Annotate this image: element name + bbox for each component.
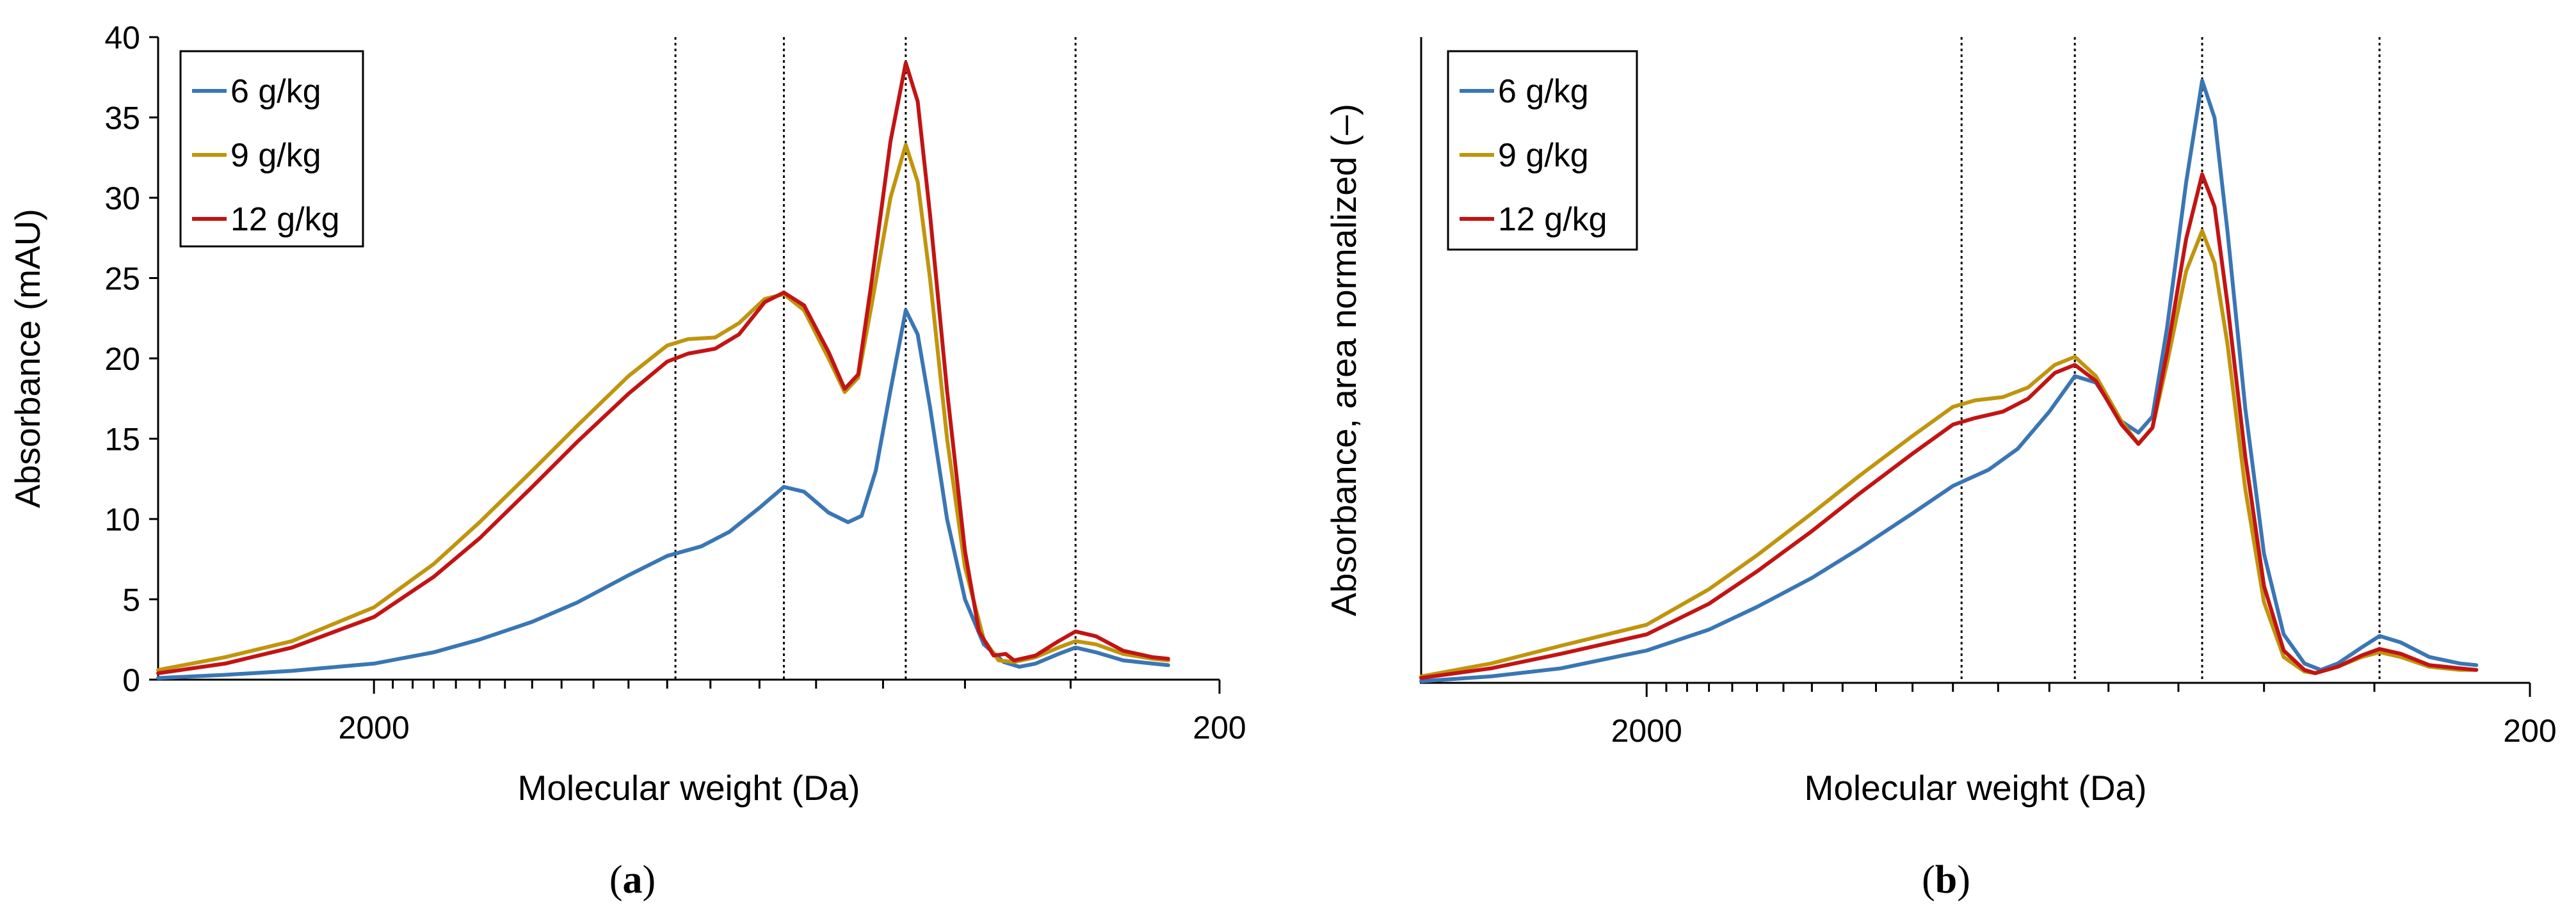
legend-entry: 9 g/kg xyxy=(230,137,321,174)
legend-entry: 12 g/kg xyxy=(1498,201,1607,238)
panel-label: (a) xyxy=(609,858,656,902)
series-line-3 xyxy=(156,61,1170,675)
x-tick-label: 2000 xyxy=(339,710,410,746)
y-tick-label: 35 xyxy=(104,100,140,136)
chart-panel-b: 2000 200 6 g/kg 9 g/kg 12 g/kg Molecular weig… xyxy=(1324,37,2557,902)
y-tick-label: 20 xyxy=(104,341,140,377)
panel-label: (b) xyxy=(1922,858,1970,902)
y-tick-label: 10 xyxy=(104,502,140,538)
series-line-3 xyxy=(1419,172,2479,680)
y-axis-label: Absorbance (mAU) xyxy=(8,209,47,508)
y-tick-label: 40 xyxy=(104,20,140,56)
series-line-1 xyxy=(1419,79,2479,683)
x-tick-label: 2000 xyxy=(1611,713,1682,749)
series-line-2 xyxy=(156,143,1170,672)
series-line-2 xyxy=(1419,228,2479,678)
y-tick-label: 30 xyxy=(104,180,140,216)
legend-box xyxy=(1447,50,1638,251)
y-tick-label: 0 xyxy=(122,662,140,698)
legend-entry: 6 g/kg xyxy=(1498,73,1589,110)
chart-panel-a: 0 5 10 15 20 25 30 35 40 2000 200 6 g/kg 9 g/kg 12 g/… xyxy=(8,20,1246,902)
y-axis-label: Absorbance, area normalized (–) xyxy=(1324,104,1364,616)
y-tick-label: 5 xyxy=(122,582,140,618)
y-tick-label: 15 xyxy=(104,422,140,458)
y-tick-label: 25 xyxy=(104,261,140,297)
legend-entry: 6 g/kg xyxy=(230,73,321,110)
x-tick-label: 200 xyxy=(2503,713,2556,749)
x-axis-label: Molecular weight (Da) xyxy=(518,768,860,808)
legend-box xyxy=(179,50,364,248)
legend: 6 g/kg 9 g/kg 12 g/kg xyxy=(1447,50,1638,251)
legend: 6 g/kg 9 g/kg 12 g/kg xyxy=(179,50,364,248)
x-axis-label: Molecular weight (Da) xyxy=(1805,768,2147,808)
legend-entry: 9 g/kg xyxy=(1498,137,1589,174)
x-tick-label: 200 xyxy=(1193,710,1246,746)
series-line-1 xyxy=(156,308,1170,680)
legend-entry: 12 g/kg xyxy=(230,201,340,238)
